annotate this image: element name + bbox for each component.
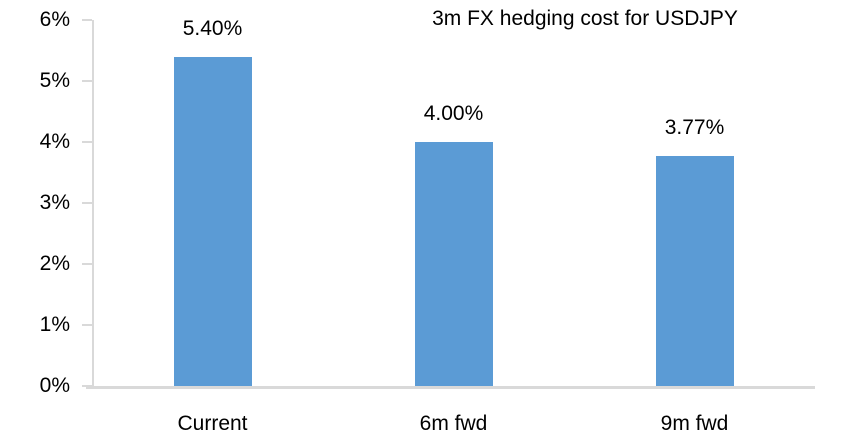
x-axis-category-label: 9m fwd <box>660 412 729 435</box>
bar-9m-fwd <box>656 156 734 386</box>
y-axis-tick <box>82 141 92 143</box>
y-axis-tick <box>82 202 92 204</box>
y-axis-tick-label: 2% <box>39 252 70 275</box>
y-axis-tick <box>82 263 92 265</box>
y-axis-tick-label: 1% <box>39 313 70 336</box>
y-axis-tick-label: 3% <box>39 191 70 214</box>
bar-value-label: 5.40% <box>182 17 243 40</box>
x-axis-category-label: 6m fwd <box>419 412 488 435</box>
x-axis-line <box>86 386 815 389</box>
y-axis-tick <box>82 324 92 326</box>
bar-value-label: 3.77% <box>664 116 725 139</box>
y-axis-tick-label: 4% <box>39 130 70 153</box>
y-axis-tick-label: 0% <box>39 374 70 397</box>
bar-current <box>174 57 252 386</box>
chart-title: 3m FX hedging cost for USDJPY <box>432 7 738 30</box>
bar-value-label: 4.00% <box>423 102 484 125</box>
x-axis-category-label: Current <box>177 412 248 435</box>
y-axis-tick-label: 6% <box>39 8 70 31</box>
y-axis-tick-label: 5% <box>39 69 70 92</box>
y-axis-line <box>92 20 94 386</box>
y-axis-tick <box>82 19 92 21</box>
y-axis-tick <box>82 80 92 82</box>
bar-6m-fwd <box>415 142 493 386</box>
